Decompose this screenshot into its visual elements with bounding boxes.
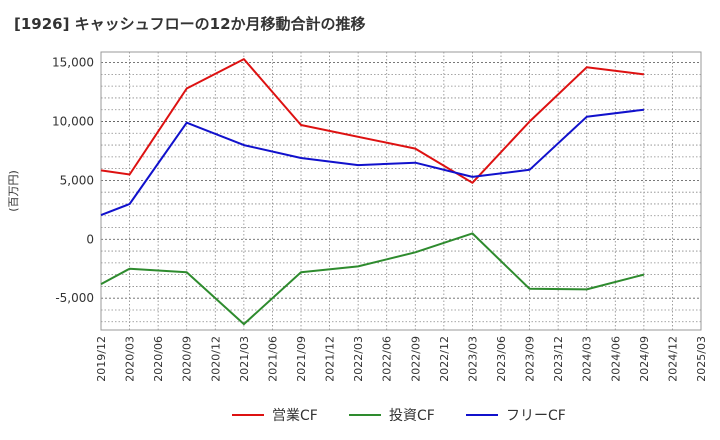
y-tick-label: 15,000: [52, 56, 94, 70]
x-tick-label: 2024/09: [638, 336, 651, 382]
plot-frame: [100, 51, 702, 331]
x-tick-label: 2023/12: [552, 336, 565, 382]
y-axis-label: (百万円): [7, 170, 20, 212]
x-tick-label: 2021/03: [238, 336, 251, 382]
y-tick-label: -5,000: [55, 291, 94, 305]
y-tick-label: 10,000: [52, 115, 94, 129]
x-tick-label: 2021/09: [295, 336, 308, 382]
chart-title: [1926] キャッシュフローの12か月移動合計の推移: [14, 15, 366, 33]
x-tick-label: 2022/03: [352, 336, 365, 382]
x-tick-label: 2024/03: [581, 336, 594, 382]
series-line-フリーCF: [100, 108, 645, 217]
x-tick-label: 2020/09: [181, 336, 194, 382]
x-tick-label: 2020/06: [152, 336, 165, 382]
x-tick-label: 2020/03: [124, 336, 137, 382]
series-line-営業CF: [100, 58, 645, 184]
x-tick-label: 2022/09: [409, 336, 422, 382]
plot-area: [101, 52, 701, 330]
x-tick-label: 2024/12: [666, 336, 679, 382]
legend-label: 営業CF: [272, 408, 318, 424]
x-tick-label: 2023/03: [466, 336, 479, 382]
x-tick-label: 2025/03: [695, 336, 708, 382]
legend-label: フリーCF: [506, 408, 566, 424]
series-line-投資CF: [100, 232, 645, 326]
x-tick-label: 2022/06: [381, 336, 394, 382]
y-tick-label: 0: [86, 232, 94, 246]
x-tick-label: 2024/06: [609, 336, 622, 382]
x-tick-label: 2023/09: [524, 336, 537, 382]
x-tick-label: 2023/06: [495, 336, 508, 382]
legend-label: 投資CF: [389, 408, 435, 424]
y-tick-label: 5,000: [60, 173, 94, 187]
x-tick-label: 2021/12: [324, 336, 337, 382]
x-tick-label: 2022/12: [438, 336, 451, 382]
x-tick-label: 2020/12: [209, 336, 222, 382]
x-tick-label: 2019/12: [95, 336, 108, 382]
x-tick-label: 2021/06: [266, 336, 279, 382]
